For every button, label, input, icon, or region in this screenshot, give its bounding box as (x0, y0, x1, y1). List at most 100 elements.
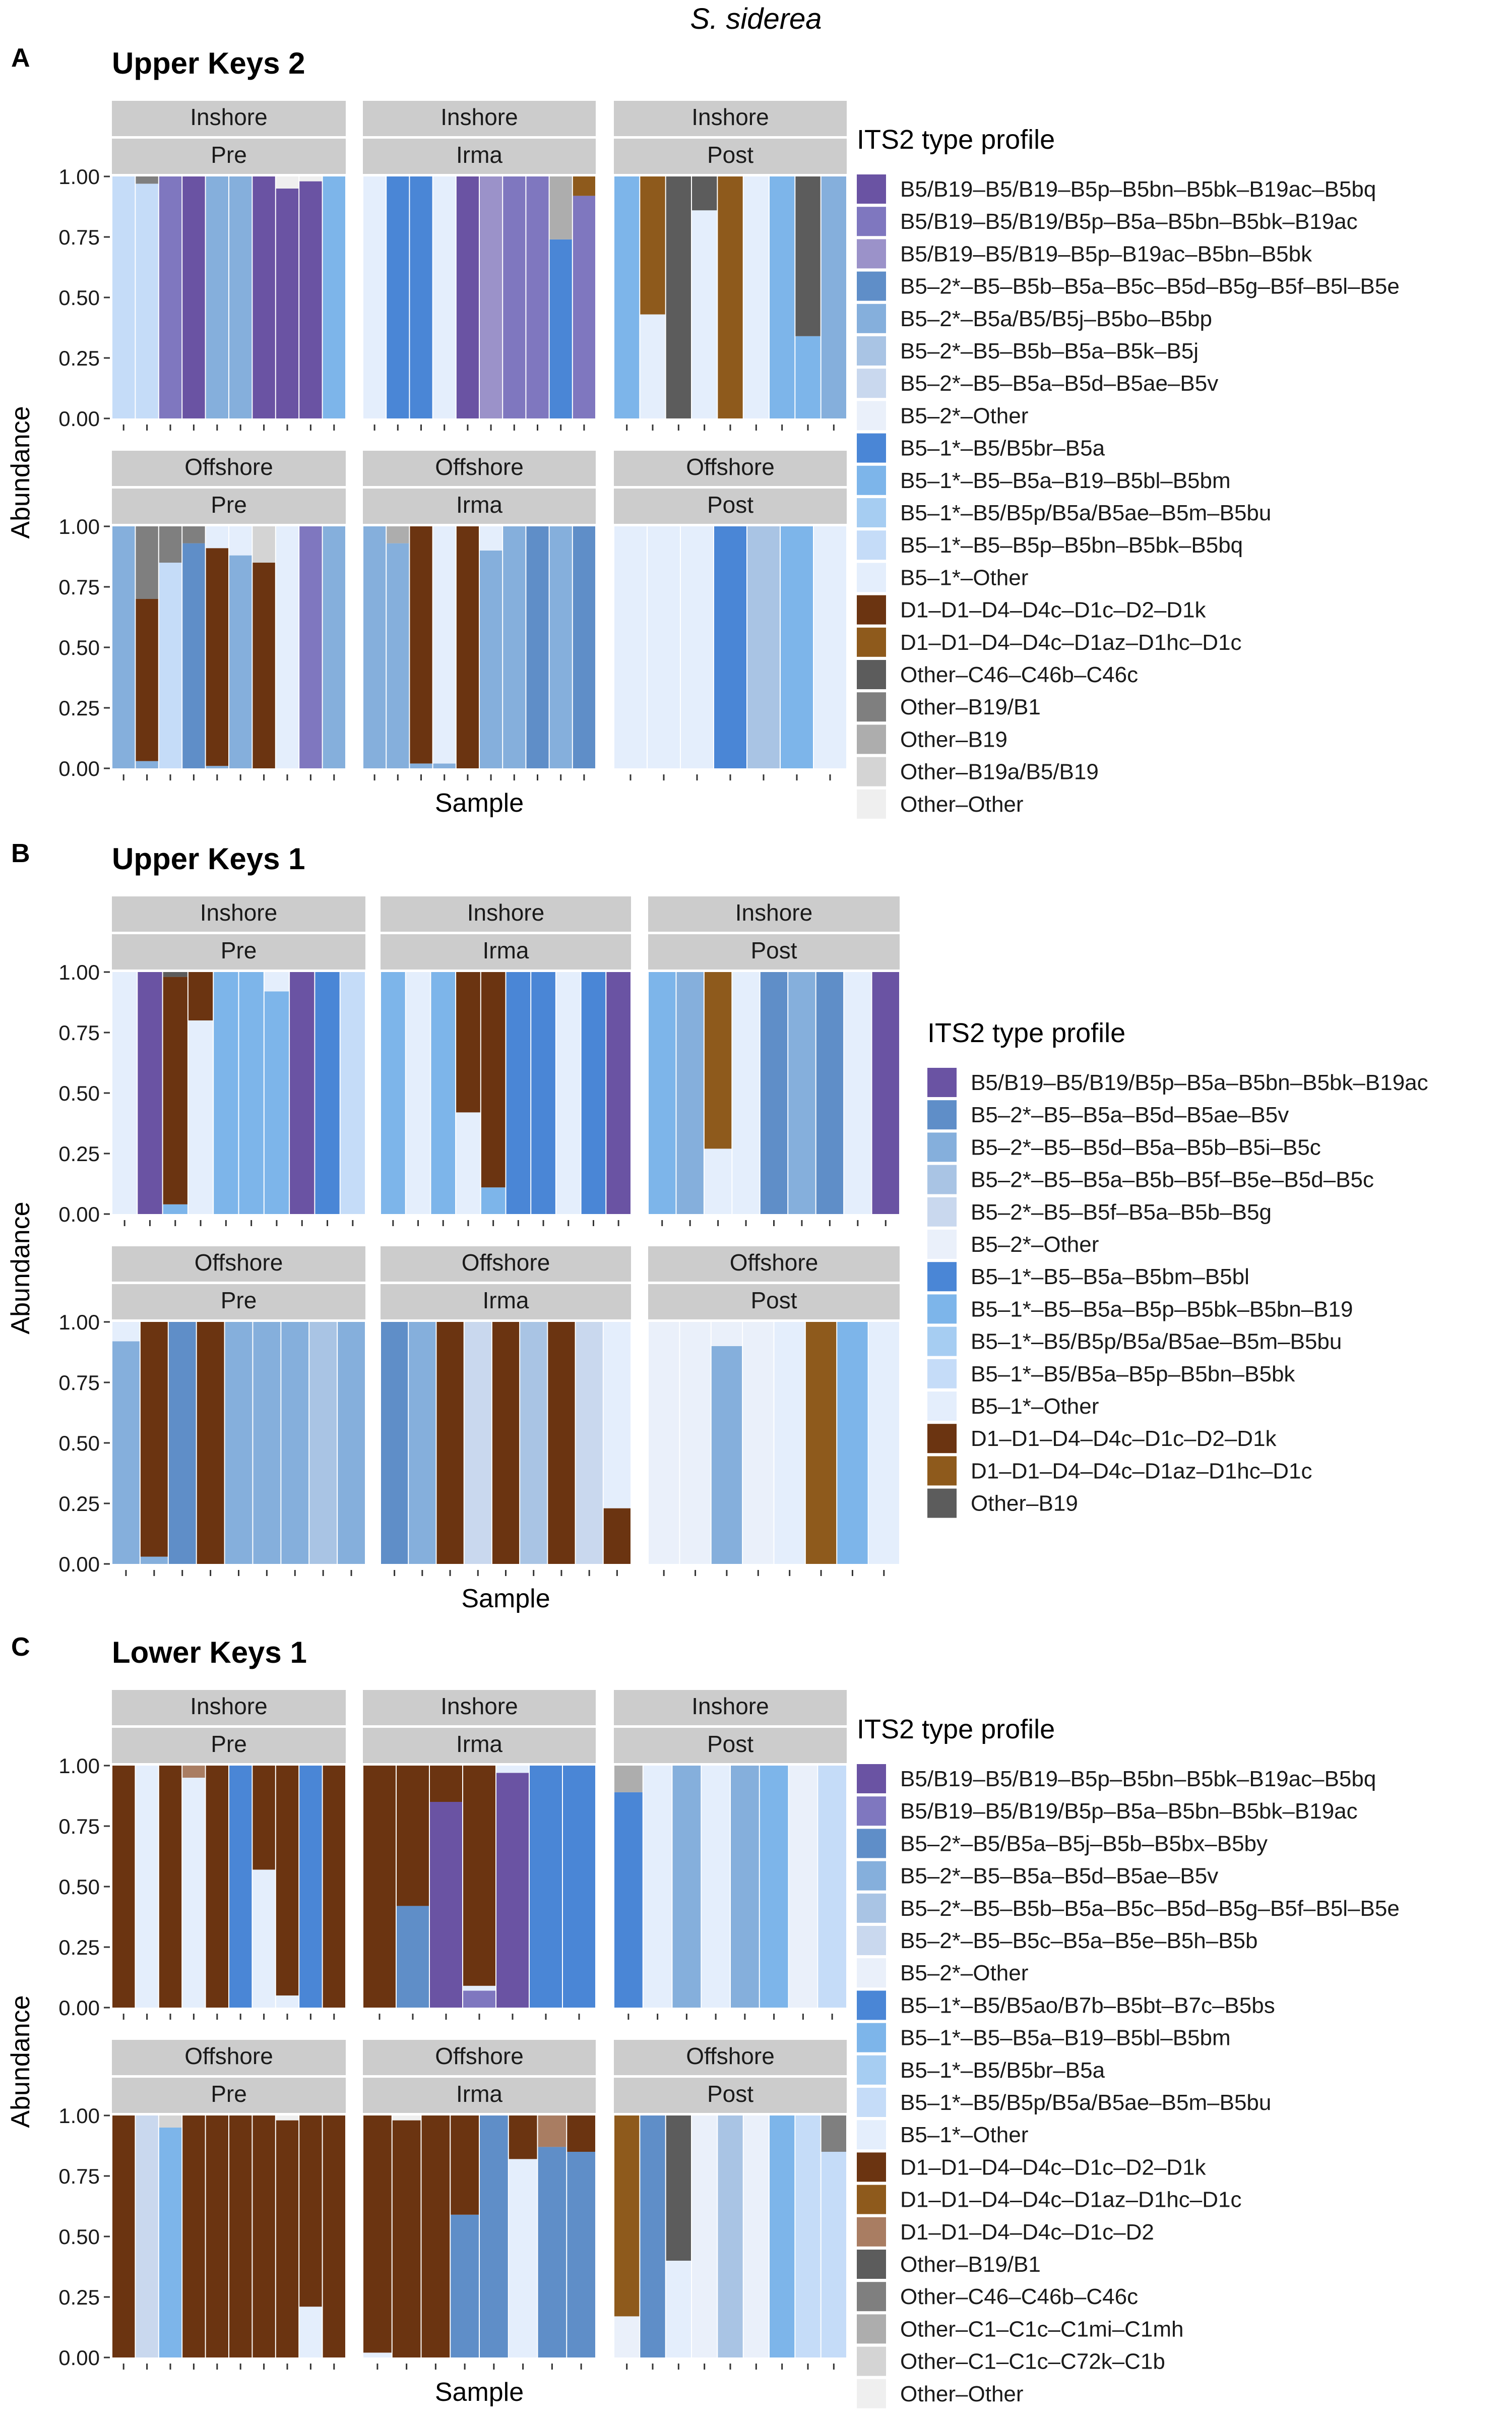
legend-label: B5–1*–B5/B5ao/B7b–B5bt–B7c–B5bs (900, 1993, 1275, 2018)
facet-offshore-pre: Offshore Pre 0.00 0.25 0.50 0.75 1.00 (58, 1246, 365, 1576)
bar-segment (182, 176, 205, 418)
y-tick-label: 1.00 (58, 960, 100, 984)
bar-segment (363, 176, 386, 418)
legend-swatch (857, 595, 886, 625)
y-tick-label: 1.00 (58, 1310, 100, 1334)
legend-swatch (857, 207, 886, 236)
legend-swatch (927, 1100, 957, 1130)
facet-strip-period (648, 1284, 900, 1319)
bar-segment (556, 972, 581, 1214)
facet-site-label: Inshore (691, 1693, 769, 1719)
legend-swatch (857, 2250, 886, 2279)
bar-segment (732, 972, 760, 1214)
facet-strip-site (112, 896, 365, 932)
legend-swatch (857, 692, 886, 722)
bar-segment (614, 2316, 640, 2357)
facet-strip-period (112, 1284, 365, 1319)
facet-period-label: Post (707, 1731, 753, 1757)
panel-b: B Upper Keys 1 Inshore Pre 0.00 0.25 0.50 0.75 1… (6, 839, 1428, 1613)
bar-segment (433, 176, 456, 418)
legend-swatch (857, 498, 886, 527)
legend-swatch (857, 1861, 886, 1891)
legend-label: B5–2*–Other (900, 403, 1028, 428)
bar-segment (253, 563, 275, 768)
facet-period-label: Pre (221, 937, 257, 963)
bar-segment (711, 1346, 742, 1564)
y-tick-label: 0.75 (58, 575, 100, 599)
bar-segment (168, 1322, 196, 1564)
bar-segment (837, 1322, 868, 1564)
facet-site-label: Inshore (190, 1693, 267, 1719)
legend-label: B5–2*–B5–B5a–B5b–B5f–B5e–B5d–B5c (971, 1168, 1374, 1192)
facet-site-label: Offshore (184, 2043, 273, 2069)
facet-period-label: Post (750, 937, 797, 963)
panel-c: C Lower Keys 1 Inshore Pre 0.00 0.25 0.50 0.75 1… (6, 1632, 1400, 2408)
bar-segment (430, 1802, 462, 2008)
legend-label: Other–C1–C1c–C72k–C1b (900, 2349, 1165, 2374)
bar-segment (264, 972, 289, 992)
bar-segment (140, 1322, 168, 1557)
facet-offshore-post: Offshore Post (614, 451, 847, 780)
legend-swatch (927, 1197, 957, 1227)
bar-segment (481, 972, 506, 1188)
bar-segment (431, 972, 456, 1214)
facet-inshore-pre: Inshore Pre 0.00 0.25 0.50 0.75 1.00 (58, 101, 346, 431)
bar-segment (781, 526, 813, 768)
facet-strip-period (614, 489, 847, 524)
bar-segment (436, 1322, 464, 1564)
facet-strip-period (363, 139, 596, 174)
bar-segment (640, 176, 665, 315)
legend-label: D1–D1–D4–D4c–D1az–D1hc–D1c (900, 2188, 1242, 2212)
facet-site-label: Inshore (440, 104, 518, 130)
facet-offshore-pre: Offshore Pre 0.00 0.25 0.50 0.75 1.00 (58, 2040, 346, 2370)
bar-segment (410, 763, 432, 768)
bar-segment (821, 2152, 846, 2357)
facet-strip-period (614, 1728, 847, 1763)
legend-label: D1–D1–D4–D4c–D1c–D2–D1k (900, 598, 1207, 623)
facet-strip-site (614, 1690, 847, 1725)
x-axis-label: Sample (461, 1584, 550, 1613)
facet-strip-period (381, 934, 631, 970)
bar-segment (188, 1020, 213, 1214)
bar-segment (229, 555, 252, 768)
bar-segment (614, 526, 647, 768)
y-tick-label: 0.00 (58, 2346, 100, 2370)
bar-segment (363, 2352, 392, 2357)
bar-segment (381, 1322, 408, 1564)
legend-label: B5–1*–B5–B5a–B5bm–B5bl (971, 1264, 1249, 1289)
facet-inshore-post: Inshore Post (614, 1690, 847, 2020)
bar-segment (264, 991, 289, 1214)
bar-segment (387, 526, 409, 543)
legend-label: B5–2*–Other (900, 1961, 1028, 1985)
bar-segment (603, 1508, 631, 1564)
legend-label: B5/B19–B5/B19/B5p–B5a–B5bn–B5bk–B19ac (900, 209, 1358, 234)
bar-segment (253, 526, 275, 563)
legend-label: B5–2*–B5–B5a–B5d–B5ae–B5v (900, 371, 1218, 396)
legend-label: B5–1*–Other (900, 2123, 1028, 2147)
bar-segment (136, 761, 158, 768)
bar-segment (392, 2120, 421, 2357)
bar-segment (480, 526, 502, 551)
facet-site-label: Offshore (462, 1249, 550, 1276)
bar-segment (503, 176, 526, 418)
bar-segment (406, 972, 430, 1214)
bar-segment (711, 1322, 742, 1346)
bar-segment (731, 1766, 759, 2008)
facet-site-label: Offshore (184, 454, 273, 480)
bar-segment (136, 176, 158, 184)
legend-label: B5–2*–B5–B5b–B5a–B5c–B5d–B5g–B5f–B5l–B5e (900, 274, 1400, 299)
bar-segment (520, 1322, 547, 1564)
y-tick-label: 0.75 (58, 1371, 100, 1395)
bar-segment (112, 1341, 140, 1564)
bar-segment (381, 972, 405, 1214)
bar-segment (743, 176, 769, 418)
bar-segment (421, 2115, 450, 2357)
panel-title: Upper Keys 1 (112, 842, 305, 876)
bar-segment (136, 1766, 158, 2008)
bar-segment (718, 2115, 743, 2357)
facet-strip-site (614, 2040, 847, 2075)
bar-segment (573, 526, 595, 768)
bar-segment (206, 176, 228, 418)
bar-segment (299, 2115, 322, 2307)
legend-swatch (857, 465, 886, 495)
